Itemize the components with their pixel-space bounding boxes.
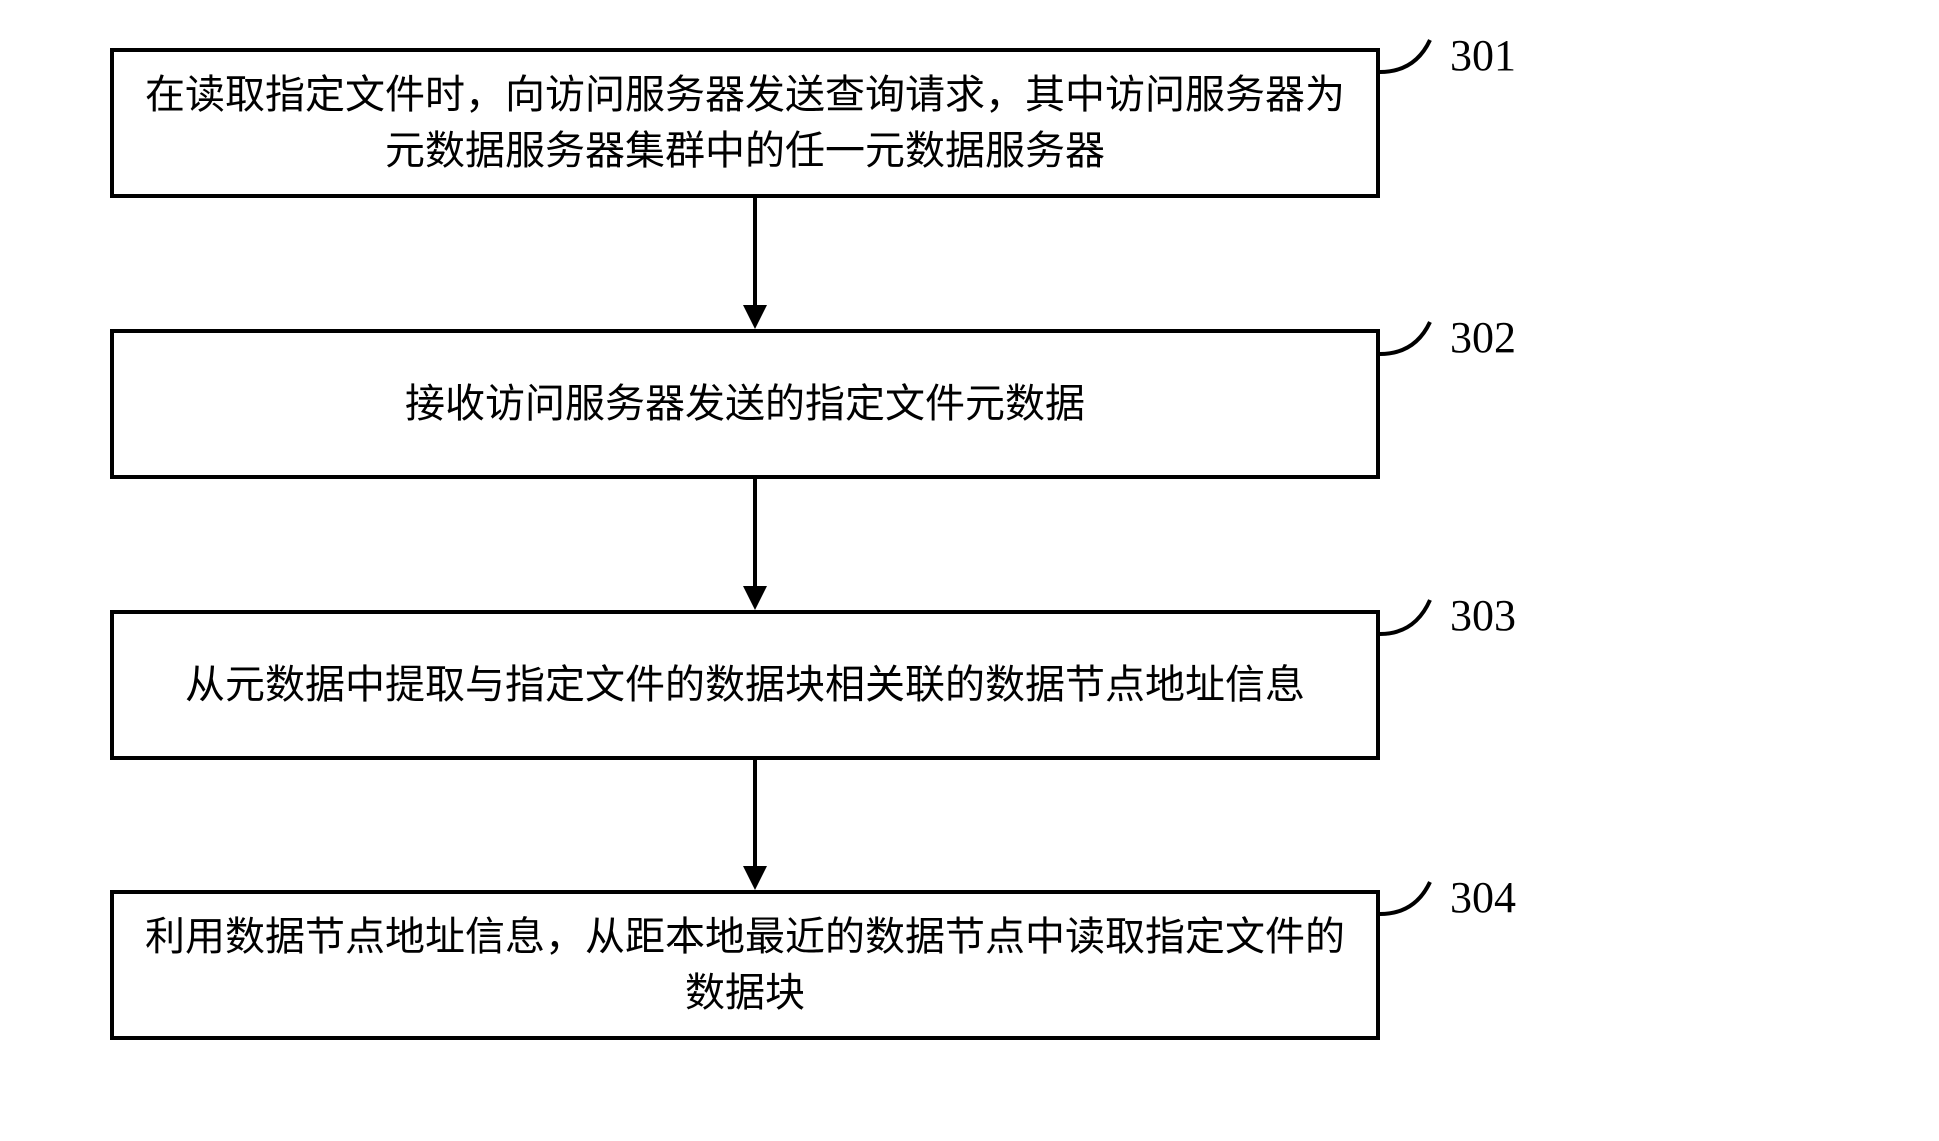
flow-label-301: 301 bbox=[1450, 30, 1516, 81]
flow-node-text: 从元数据中提取与指定文件的数据块相关联的数据节点地址信息 bbox=[155, 657, 1335, 713]
leader-line bbox=[1380, 30, 1450, 90]
leader-line bbox=[1380, 312, 1450, 372]
flow-node-text: 接收访问服务器发送的指定文件元数据 bbox=[375, 376, 1115, 432]
flow-label-302: 302 bbox=[1450, 312, 1516, 363]
flow-label-304: 304 bbox=[1450, 872, 1516, 923]
leader-line bbox=[1380, 872, 1450, 932]
flow-node-301: 在读取指定文件时，向访问服务器发送查询请求，其中访问服务器为元数据服务器集群中的… bbox=[110, 48, 1380, 198]
flow-label-303: 303 bbox=[1450, 590, 1516, 641]
flow-arrow bbox=[743, 198, 767, 329]
flow-node-302: 接收访问服务器发送的指定文件元数据 bbox=[110, 329, 1380, 479]
leader-line bbox=[1380, 590, 1450, 650]
flow-arrow bbox=[743, 760, 767, 890]
flow-node-303: 从元数据中提取与指定文件的数据块相关联的数据节点地址信息 bbox=[110, 610, 1380, 760]
flow-node-text: 在读取指定文件时，向访问服务器发送查询请求，其中访问服务器为元数据服务器集群中的… bbox=[114, 67, 1376, 179]
flow-node-text: 利用数据节点地址信息，从距本地最近的数据节点中读取指定文件的数据块 bbox=[114, 909, 1376, 1021]
flow-node-304: 利用数据节点地址信息，从距本地最近的数据节点中读取指定文件的数据块 bbox=[110, 890, 1380, 1040]
flow-arrow bbox=[743, 479, 767, 610]
